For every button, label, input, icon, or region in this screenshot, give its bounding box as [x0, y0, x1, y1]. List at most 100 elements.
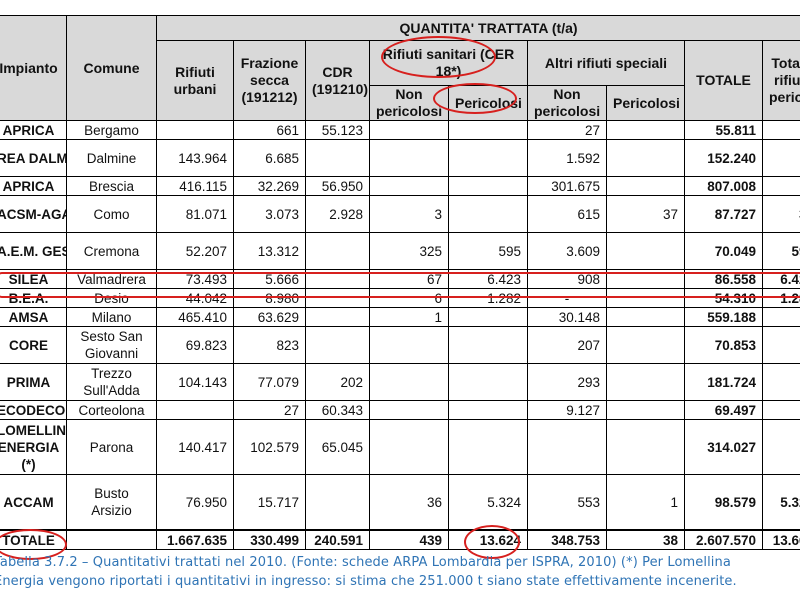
cell-secca: 32.269	[233, 176, 306, 196]
cell-sanitari-p	[448, 363, 528, 401]
cell-sanitari-np	[369, 363, 449, 401]
cell-comune: Sesto San Giovanni	[66, 326, 157, 364]
cell-secca: 77.079	[233, 363, 306, 401]
cell-secca: 6.685	[233, 139, 306, 177]
cell-totale-pericolosi	[761, 419, 800, 475]
total-label: TOTALE	[0, 529, 67, 550]
header-altri-non-pericolosi: Non pericolosi	[527, 85, 607, 121]
table-row: REA DALMINE Dalmine 143.964 6.685 1.592 …	[0, 139, 800, 177]
cell-altri-np: 9.127	[527, 400, 607, 420]
total-secca: 330.499	[233, 529, 306, 550]
cell-totale-pericolosi	[761, 307, 800, 327]
cell-sanitari-np: 325	[369, 232, 449, 270]
caption-line-1: Tabella 3.7.2 – Quantitativi trattati ne…	[0, 555, 731, 570]
cell-impianto: SILEA	[0, 269, 67, 289]
table-row: PRIMA Trezzo Sull'Adda 104.143 77.079 20…	[0, 363, 800, 401]
cell-totale: 559.188	[684, 307, 763, 327]
cell-totale-pericolosi: 1.282	[761, 288, 800, 308]
cell-cdr	[305, 232, 370, 270]
cell-comune: Como	[66, 195, 157, 233]
cell-comune: Desio	[66, 288, 157, 308]
table-row: APRICA Brescia 416.115 32.269 56.950 301…	[0, 176, 800, 196]
cell-urbani: 69.823	[156, 326, 234, 364]
total-altri-p: 38	[606, 529, 685, 550]
cell-urbani: 465.410	[156, 307, 234, 327]
cell-sanitari-p	[448, 176, 528, 196]
cell-totale-pericolosi: 595	[761, 232, 800, 270]
header-altri-rifiuti: Altri rifiuti speciali	[527, 40, 685, 86]
cell-cdr	[305, 474, 370, 531]
cell-altri-np: 615	[527, 195, 607, 233]
cell-impianto: APRICA	[0, 120, 67, 140]
cell-totale-pericolosi	[761, 139, 800, 177]
cell-sanitari-np	[369, 139, 449, 177]
header-frazione-secca: Frazione secca (191212)	[233, 40, 306, 121]
table-row: B.E.A. Desio 44.042 8.980 6 1.282 - 54.3…	[0, 288, 800, 308]
cell-comune: Dalmine	[66, 139, 157, 177]
cell-sanitari-np: 1	[369, 307, 449, 327]
cell-altri-np: 27	[527, 120, 607, 140]
cell-cdr: 55.123	[305, 120, 370, 140]
cell-impianto: PRIMA	[0, 363, 67, 401]
cell-altri-p	[606, 400, 685, 420]
table-row: CORE Sesto San Giovanni 69.823 823 207 7…	[0, 326, 800, 364]
cell-sanitari-p	[448, 400, 528, 420]
table-caption: Tabella 3.7.2 – Quantitativi trattati ne…	[0, 553, 800, 591]
cell-secca: 15.717	[233, 474, 306, 531]
cell-sanitari-np	[369, 120, 449, 140]
cell-impianto: A.E.M. GESTIONI	[0, 232, 67, 270]
cell-impianto: ACCAM	[0, 474, 67, 531]
cell-comune: Milano	[66, 307, 157, 327]
cell-cdr	[305, 288, 370, 308]
table-row: AMSA Milano 465.410 63.629 1 30.148 559.…	[0, 307, 800, 327]
total-sanitari-p: 13.624	[448, 529, 528, 550]
cell-secca: 102.579	[233, 419, 306, 475]
table-row: SILEA Valmadrera 73.493 5.666 67 6.423 9…	[0, 269, 800, 289]
cell-secca: 8.980	[233, 288, 306, 308]
cell-altri-np: 908	[527, 269, 607, 289]
cell-totale-pericolosi: 6.423	[761, 269, 800, 289]
cell-urbani: 44.042	[156, 288, 234, 308]
total-altri-np: 348.753	[527, 529, 607, 550]
data-table: Impianto Comune QUANTITA' TRATTATA (t/a)…	[0, 15, 800, 550]
table-row: LOMELLINA ENERGIA (*) Parona 140.417 102…	[0, 419, 800, 475]
header-comune: Comune	[66, 15, 157, 121]
cell-altri-np: 207	[527, 326, 607, 364]
cell-totale: 55.811	[684, 120, 763, 140]
header-quantita: QUANTITA' TRATTATA (t/a)	[155, 15, 800, 41]
cell-sanitari-np: 67	[369, 269, 449, 289]
cell-cdr: 56.950	[305, 176, 370, 196]
cell-altri-np: 553	[527, 474, 607, 531]
cell-altri-p	[606, 176, 685, 196]
cell-totale: 70.049	[684, 232, 763, 270]
cell-totale: 807.008	[684, 176, 763, 196]
cell-totale: 181.724	[684, 363, 763, 401]
cell-sanitari-p: 5.324	[448, 474, 528, 531]
cell-urbani: 73.493	[156, 269, 234, 289]
cell-comune	[66, 529, 157, 550]
cell-totale: 54.310	[684, 288, 763, 308]
cell-totale-pericolosi	[761, 120, 800, 140]
cell-altri-p	[606, 269, 685, 289]
cell-altri-p	[606, 120, 685, 140]
cell-altri-np: 293	[527, 363, 607, 401]
cell-totale: 314.027	[684, 419, 763, 475]
cell-altri-p	[606, 419, 685, 475]
cell-impianto: AMSA	[0, 307, 67, 327]
cell-secca: 661	[233, 120, 306, 140]
cell-secca: 13.312	[233, 232, 306, 270]
cell-comune: Brescia	[66, 176, 157, 196]
cell-altri-p: 1	[606, 474, 685, 531]
cell-totale: 87.727	[684, 195, 763, 233]
cell-urbani: 76.950	[156, 474, 234, 531]
total-sanitari-np: 439	[369, 529, 449, 550]
header-altri-pericolosi: Pericolosi	[606, 85, 685, 121]
cell-cdr	[305, 139, 370, 177]
cell-cdr	[305, 307, 370, 327]
cell-altri-np: 3.609	[527, 232, 607, 270]
cell-cdr: 2.928	[305, 195, 370, 233]
cell-impianto: CORE	[0, 326, 67, 364]
table-total-row: TOTALE 1.667.635 330.499 240.591 439 13.…	[0, 529, 800, 550]
cell-sanitari-p: 595	[448, 232, 528, 270]
cell-sanitari-np: 3	[369, 195, 449, 233]
